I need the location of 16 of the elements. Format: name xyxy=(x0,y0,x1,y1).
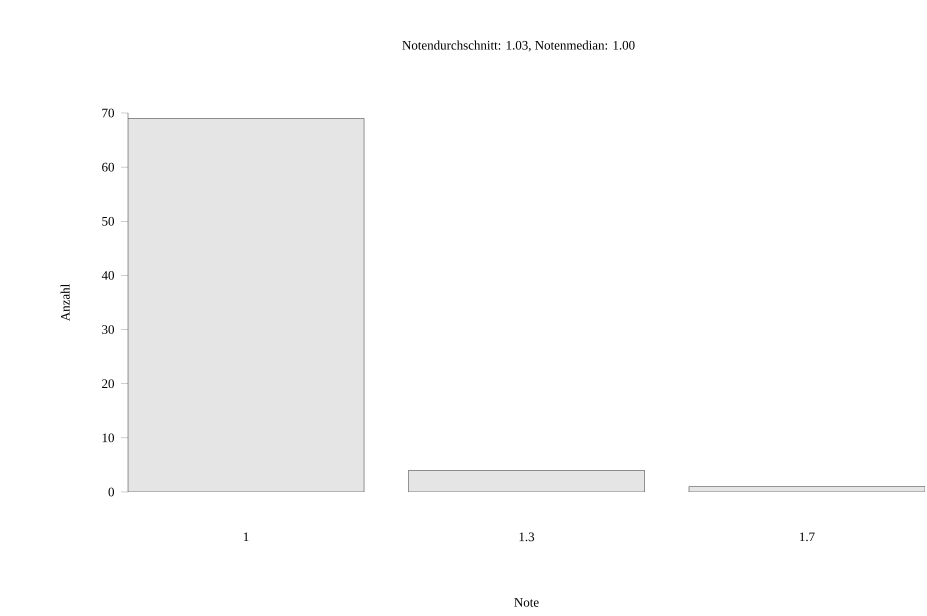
y-tick-label: 20 xyxy=(102,379,114,388)
y-axis-title: Anzahl xyxy=(60,284,70,322)
y-tick-label: 60 xyxy=(102,162,114,172)
y-tick-label: 30 xyxy=(102,325,114,334)
x-tick-label: 1 xyxy=(244,532,248,542)
chart-title: Notendurchschnitt: 1.03, Notenmedian: 1.00 xyxy=(402,40,635,52)
y-tick-label: 10 xyxy=(102,433,114,442)
x-tick-label: 1.3 xyxy=(520,532,534,542)
y-tick-label: 0 xyxy=(108,488,114,496)
y-tick-label: 40 xyxy=(102,271,114,280)
bar xyxy=(688,486,926,492)
x-tick-label: 1.7 xyxy=(800,532,815,542)
y-tick-label: 70 xyxy=(102,108,114,118)
y-tick-label: 50 xyxy=(102,216,114,226)
bar xyxy=(408,470,645,492)
x-axis-title: Note xyxy=(514,598,539,607)
